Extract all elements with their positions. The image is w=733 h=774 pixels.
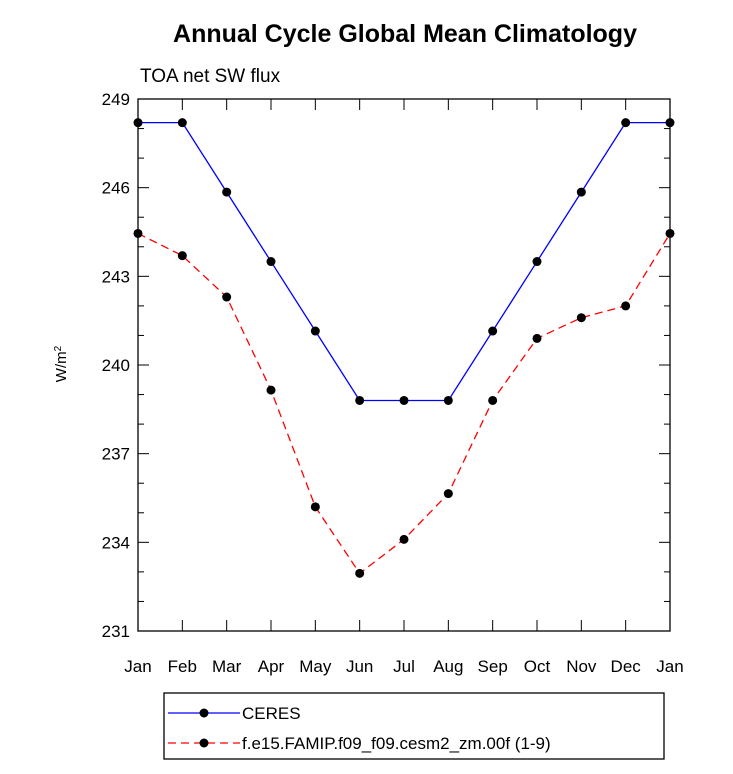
- chart-title: Annual Cycle Global Mean Climatology: [173, 20, 637, 48]
- x-tick-label: Dec: [611, 657, 642, 676]
- y-axis-label: W/m2: [53, 345, 71, 382]
- series-group: [133, 118, 675, 578]
- series-0-point: [310, 326, 320, 336]
- series-0-point: [222, 187, 232, 197]
- axes: 231 234 237 240 243 246 249 Jan Feb Mar Apr May Jun J…: [102, 90, 684, 676]
- y-tick-label: 231: [102, 622, 130, 641]
- x-tick-label: May: [299, 657, 332, 676]
- x-tick-label: Sep: [478, 657, 508, 676]
- y-tick-label: 234: [102, 533, 130, 552]
- y-tick-label: 240: [102, 356, 130, 375]
- legend-label-ceres: CERES: [242, 704, 301, 723]
- x-tick-label: Aug: [433, 657, 463, 676]
- legend-box: [163, 692, 665, 760]
- x-tick-label: Oct: [524, 657, 551, 676]
- series-0-point: [532, 257, 542, 267]
- series-0-point: [399, 395, 409, 405]
- series-1-point: [621, 301, 631, 311]
- y-tick-label: 243: [102, 267, 130, 286]
- series-0-point: [266, 257, 276, 267]
- series-1-point: [310, 502, 320, 512]
- legend: CERES f.e15.FAMIP.f09_f09.cesm2_zm.00f (…: [163, 692, 665, 760]
- y-tick-label: 249: [102, 90, 130, 109]
- series-1-point: [266, 385, 276, 395]
- series-0-point: [443, 395, 453, 405]
- series-1-point: [576, 313, 586, 323]
- y-axis-label-base: W/m: [53, 351, 70, 382]
- y-tick-label: 246: [102, 179, 130, 198]
- x-tick-label: Feb: [168, 657, 197, 676]
- series-1-point: [443, 489, 453, 499]
- series-1-point: [355, 568, 365, 578]
- series-1-point: [532, 333, 542, 343]
- series-1-point: [222, 292, 232, 302]
- series-1-point: [399, 534, 409, 544]
- series-0-point: [355, 395, 365, 405]
- x-tick-label: Jan: [656, 657, 683, 676]
- y-tick-label: 237: [102, 445, 130, 464]
- svg-text:W/m2: W/m2: [53, 345, 71, 382]
- series-line-0: [138, 121, 670, 402]
- x-tick-label: Jul: [393, 657, 415, 676]
- x-tick-label: Nov: [566, 657, 597, 676]
- series-0-point: [621, 118, 631, 128]
- series-0-point: [177, 118, 187, 128]
- x-tick-label: Jan: [124, 657, 151, 676]
- chart-subtitle: TOA net SW flux: [140, 66, 281, 87]
- x-tick-label: Jun: [346, 657, 373, 676]
- series-0-point: [488, 326, 498, 336]
- x-tick-label: Mar: [212, 657, 242, 676]
- series-1-point: [488, 395, 498, 405]
- x-tick-label: Apr: [258, 657, 285, 676]
- legend-label-model: f.e15.FAMIP.f09_f09.cesm2_zm.00f (1-9): [242, 734, 551, 753]
- y-axis-label-sup: 2: [53, 345, 64, 351]
- legend-marker-model: [199, 738, 209, 748]
- series-0-point: [576, 187, 586, 197]
- series-1-point: [177, 251, 187, 261]
- plot-frame: [137, 98, 671, 632]
- legend-marker-ceres: [199, 708, 209, 718]
